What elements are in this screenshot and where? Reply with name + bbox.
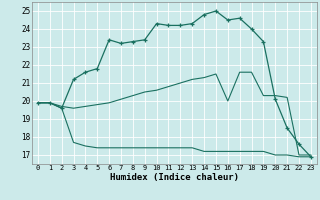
X-axis label: Humidex (Indice chaleur): Humidex (Indice chaleur) — [110, 173, 239, 182]
